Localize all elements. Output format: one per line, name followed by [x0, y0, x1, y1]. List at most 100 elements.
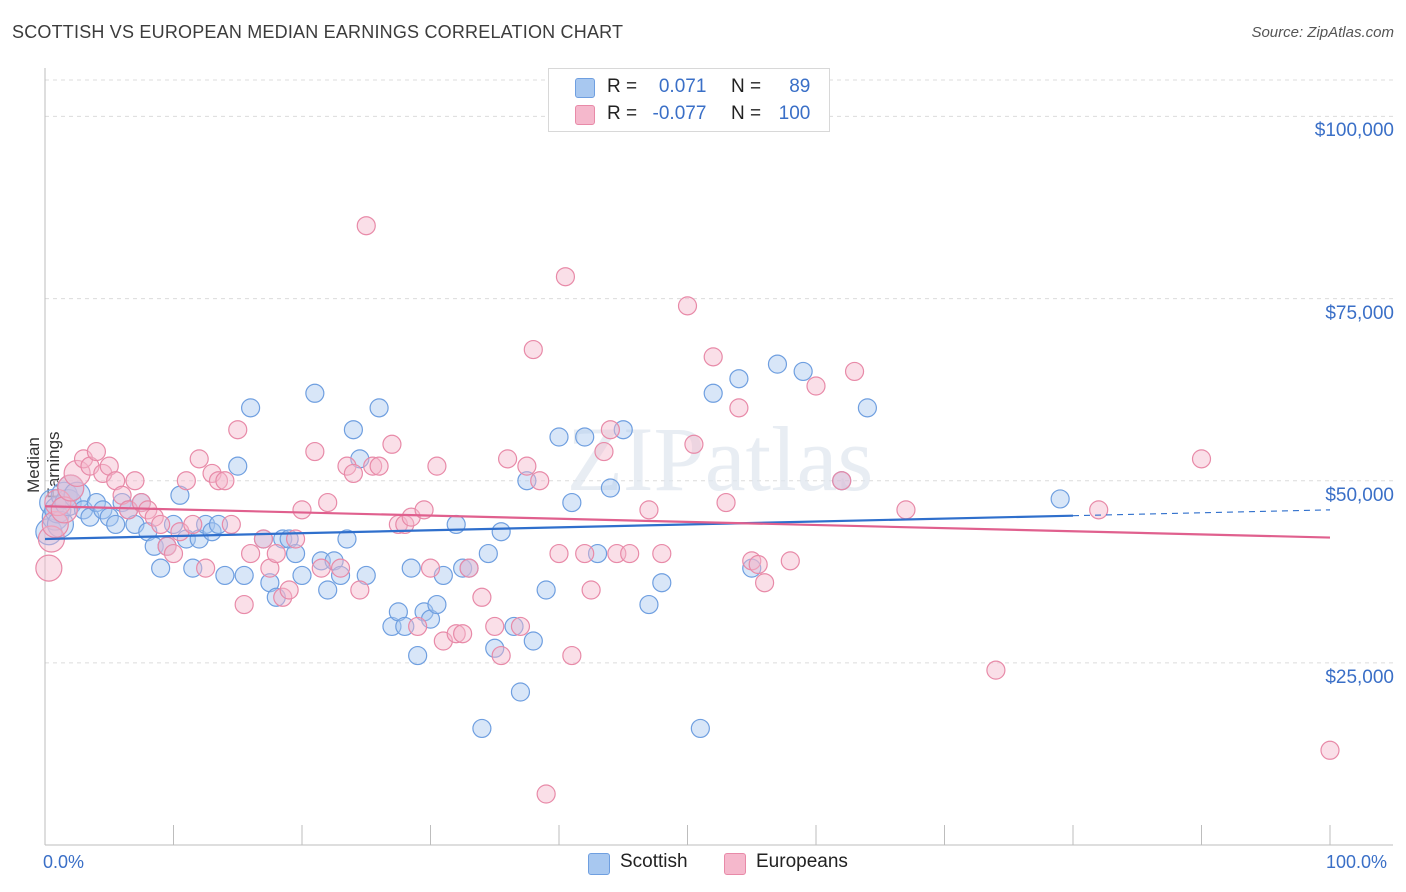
y-tick-label: $100,000 — [1314, 120, 1394, 142]
data-point — [767, 354, 788, 374]
data-point — [446, 624, 466, 644]
data-point — [896, 500, 916, 520]
data-point — [176, 471, 196, 491]
data-point — [266, 543, 286, 564]
data-point — [343, 463, 363, 484]
data-point — [620, 543, 640, 564]
y-tick-label: $50,000 — [1325, 484, 1394, 506]
data-point — [215, 565, 235, 586]
data-point — [536, 784, 556, 804]
data-point — [510, 682, 531, 702]
data-point — [600, 478, 621, 498]
data-point — [427, 594, 447, 615]
data-point — [151, 514, 171, 535]
data-point — [356, 216, 376, 236]
legend-swatch-europeans — [724, 853, 746, 875]
data-point — [575, 427, 595, 447]
data-point — [305, 383, 325, 403]
data-point — [549, 543, 569, 564]
data-point — [575, 543, 595, 564]
data-point — [151, 558, 171, 578]
data-point — [1089, 500, 1109, 520]
data-point — [703, 347, 723, 367]
y-tick-label: $75,000 — [1325, 302, 1394, 324]
data-point — [228, 456, 248, 476]
axes — [44, 68, 1393, 846]
data-point — [459, 558, 479, 578]
legend-swatch-europeans — [575, 105, 595, 125]
data-point — [86, 441, 107, 462]
data-point — [305, 441, 325, 462]
data-point — [594, 441, 614, 462]
data-point — [50, 496, 78, 524]
data-point — [350, 580, 370, 600]
data-point — [844, 361, 865, 382]
data-point — [253, 529, 274, 549]
data-point — [639, 594, 659, 615]
data-point — [690, 718, 710, 739]
r-label: R = — [607, 103, 638, 124]
data-point — [562, 645, 582, 666]
data-point — [35, 554, 63, 582]
data-point — [729, 398, 749, 418]
data-point — [234, 594, 254, 615]
data-point — [857, 398, 878, 418]
data-point — [478, 543, 498, 564]
data-points — [35, 216, 1340, 804]
data-point — [793, 361, 813, 382]
data-point — [106, 514, 126, 535]
legend-label-europeans: Europeans — [756, 851, 848, 872]
data-point — [536, 580, 556, 600]
data-point — [485, 616, 505, 637]
data-point — [729, 369, 749, 389]
data-point — [234, 565, 254, 586]
data-point — [549, 427, 569, 447]
n-label: N = — [730, 76, 762, 97]
data-point — [581, 580, 601, 600]
y-tick-label: $25,000 — [1325, 666, 1394, 688]
x-tick-min: 0.0% — [43, 852, 85, 872]
data-point — [208, 471, 229, 491]
data-point — [498, 449, 518, 469]
data-point — [273, 587, 293, 607]
data-point — [1320, 740, 1340, 760]
data-point — [600, 420, 621, 440]
data-point — [292, 565, 312, 586]
data-point — [196, 558, 216, 578]
data-point — [1191, 449, 1212, 469]
chart-title: SCOTTISH VS EUROPEAN MEDIAN EARNINGS COR… — [12, 22, 624, 42]
data-point — [562, 492, 582, 513]
data-point — [639, 500, 659, 520]
data-point — [41, 510, 69, 539]
data-point — [703, 383, 723, 403]
data-point — [510, 616, 531, 637]
data-point — [677, 296, 698, 316]
data-point — [241, 543, 261, 564]
data-point — [472, 718, 492, 739]
data-point — [382, 434, 402, 454]
data-point — [337, 529, 357, 549]
trend-line — [44, 514, 1074, 541]
data-point — [401, 558, 421, 578]
data-point — [330, 558, 351, 578]
r-value-europeans: -0.077 — [652, 103, 707, 124]
data-point — [408, 645, 428, 666]
data-point — [523, 339, 543, 360]
legend-swatch-scottish — [575, 78, 595, 98]
correlation-legend: R = 0.071 N = 89 R = -0.077 N = 100 — [548, 68, 830, 132]
data-point — [491, 645, 511, 666]
trend-lines — [44, 505, 1331, 541]
x-tick-max: 100.0% — [1326, 852, 1388, 872]
data-point — [337, 456, 357, 476]
data-point — [318, 580, 338, 600]
data-point — [241, 398, 261, 418]
data-point — [652, 573, 672, 593]
legend-label-scottish: Scottish — [620, 851, 688, 872]
data-point — [742, 558, 762, 578]
trend-line-extension — [1072, 509, 1331, 517]
data-point — [363, 456, 383, 476]
data-point — [472, 587, 492, 607]
data-point — [131, 492, 151, 513]
data-point — [453, 624, 473, 644]
